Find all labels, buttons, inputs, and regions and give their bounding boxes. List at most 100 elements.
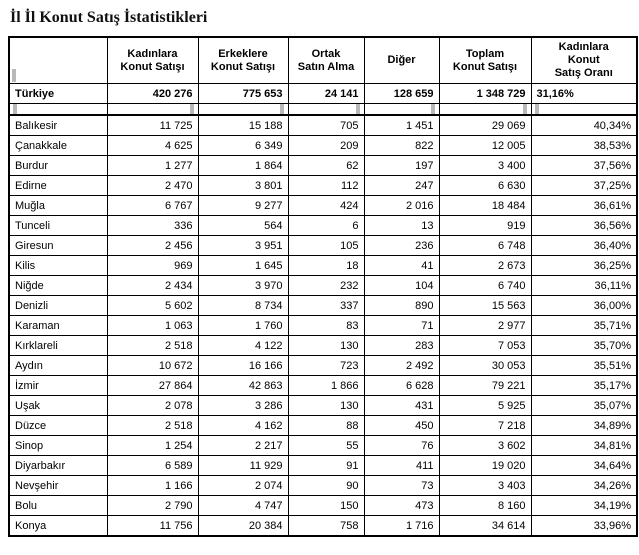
sales-to-men-cell: 1 645 <box>197 255 289 276</box>
other-cell: 283 <box>363 335 440 356</box>
separator-cell <box>530 103 638 116</box>
joint-purchase-cell: 232 <box>287 275 365 296</box>
province-row: Kilis 969 1 645 18 41 2 673 36,25% <box>8 255 638 276</box>
women-sales-ratio-cell: 33,96% <box>530 515 638 537</box>
province-name-cell: Kırklareli <box>8 335 108 356</box>
page-title: İl İl Konut Satış İstatistikleri <box>10 9 208 26</box>
other-cell: 890 <box>363 295 440 316</box>
joint-purchase-cell: 112 <box>287 175 365 196</box>
totals-name-cell: Türkiye <box>8 83 108 104</box>
header-women-sales-ratio: Kadınlara Konut Satış Oranı <box>530 36 638 84</box>
other-cell: 431 <box>363 395 440 416</box>
joint-purchase-cell: 105 <box>287 235 365 256</box>
province-row: Kırklareli 2 518 4 122 130 283 7 053 35,… <box>8 335 638 356</box>
joint-purchase-cell: 130 <box>287 335 365 356</box>
province-name-cell: Bolu <box>8 495 108 516</box>
sales-to-men-cell: 16 166 <box>197 355 289 376</box>
sales-to-women-cell: 336 <box>106 215 199 236</box>
total-sales-cell: 2 673 <box>438 255 532 276</box>
joint-purchase-cell: 150 <box>287 495 365 516</box>
province-name-cell: Çanakkale <box>8 135 108 156</box>
joint-purchase-cell: 88 <box>287 415 365 436</box>
sales-to-men-cell: 2 074 <box>197 475 289 496</box>
sales-to-women-cell: 4 625 <box>106 135 199 156</box>
totals-women-cell: 420 276 <box>106 83 199 104</box>
totals-other-cell: 128 659 <box>363 83 440 104</box>
province-name-cell: Konya <box>8 515 108 537</box>
other-cell: 236 <box>363 235 440 256</box>
other-cell: 71 <box>363 315 440 336</box>
joint-purchase-cell: 6 <box>287 215 365 236</box>
province-row: Balıkesir 11 725 15 188 705 1 451 29 069… <box>8 114 638 136</box>
other-cell: 2 016 <box>363 195 440 216</box>
sales-to-women-cell: 1 166 <box>106 475 199 496</box>
joint-purchase-cell: 723 <box>287 355 365 376</box>
sales-to-men-cell: 3 951 <box>197 235 289 256</box>
header-province <box>8 36 108 84</box>
total-sales-cell: 19 020 <box>438 455 532 476</box>
sales-to-women-cell: 2 518 <box>106 335 199 356</box>
other-cell: 450 <box>363 415 440 436</box>
sales-to-men-cell: 9 277 <box>197 195 289 216</box>
province-name-cell: Burdur <box>8 155 108 176</box>
other-cell: 1 451 <box>363 114 440 136</box>
sales-to-men-cell: 3 286 <box>197 395 289 416</box>
women-sales-ratio-cell: 37,25% <box>530 175 638 196</box>
total-sales-cell: 3 602 <box>438 435 532 456</box>
clipped-text-mark <box>534 104 539 114</box>
totals-row-turkiye: Türkiye 420 276 775 653 24 141 128 659 1… <box>8 83 638 104</box>
province-name-cell: Karaman <box>8 315 108 336</box>
women-sales-ratio-cell: 34,64% <box>530 455 638 476</box>
sales-to-men-cell: 2 217 <box>197 435 289 456</box>
clipped-text-mark <box>522 104 527 114</box>
sales-to-women-cell: 27 864 <box>106 375 199 396</box>
other-cell: 473 <box>363 495 440 516</box>
sales-to-men-cell: 11 929 <box>197 455 289 476</box>
province-row: Çanakkale 4 625 6 349 209 822 12 005 38,… <box>8 135 638 156</box>
sales-to-women-cell: 2 434 <box>106 275 199 296</box>
province-row: Giresun 2 456 3 951 105 236 6 748 36,40% <box>8 235 638 256</box>
women-sales-ratio-cell: 35,07% <box>530 395 638 416</box>
women-sales-ratio-cell: 34,26% <box>530 475 638 496</box>
sales-to-women-cell: 2 078 <box>106 395 199 416</box>
joint-purchase-cell: 1 866 <box>287 375 365 396</box>
other-cell: 104 <box>363 275 440 296</box>
sales-to-men-cell: 20 384 <box>197 515 289 537</box>
total-sales-cell: 18 484 <box>438 195 532 216</box>
separator-cell <box>363 103 440 116</box>
total-sales-cell: 2 977 <box>438 315 532 336</box>
header-sales-to-women: Kadınlara Konut Satışı <box>106 36 199 84</box>
other-cell: 411 <box>363 455 440 476</box>
province-row: Aydın 10 672 16 166 723 2 492 30 053 35,… <box>8 355 638 376</box>
province-name-cell: Tunceli <box>8 215 108 236</box>
separator-cell <box>197 103 289 116</box>
women-sales-ratio-cell: 35,51% <box>530 355 638 376</box>
separator-cell <box>8 103 108 116</box>
province-name-cell: Niğde <box>8 275 108 296</box>
total-sales-cell: 12 005 <box>438 135 532 156</box>
province-row: Düzce 2 518 4 162 88 450 7 218 34,89% <box>8 415 638 436</box>
total-sales-cell: 30 053 <box>438 355 532 376</box>
total-sales-cell: 5 925 <box>438 395 532 416</box>
sales-to-men-cell: 8 734 <box>197 295 289 316</box>
province-row: Uşak 2 078 3 286 130 431 5 925 35,07% <box>8 395 638 416</box>
province-name-cell: Balıkesir <box>8 114 108 136</box>
women-sales-ratio-cell: 34,81% <box>530 435 638 456</box>
clipped-text-mark <box>430 104 435 114</box>
sales-to-women-cell: 2 518 <box>106 415 199 436</box>
clipped-text-mark <box>13 104 17 114</box>
women-sales-ratio-cell: 34,89% <box>530 415 638 436</box>
sales-to-women-cell: 6 767 <box>106 195 199 216</box>
sales-to-men-cell: 4 162 <box>197 415 289 436</box>
province-name-cell: Düzce <box>8 415 108 436</box>
clipped-text-mark <box>189 104 194 114</box>
total-sales-cell: 7 053 <box>438 335 532 356</box>
province-name-cell: Nevşehir <box>8 475 108 496</box>
total-sales-cell: 7 218 <box>438 415 532 436</box>
joint-purchase-cell: 83 <box>287 315 365 336</box>
province-row: Konya 11 756 20 384 758 1 716 34 614 33,… <box>8 515 638 537</box>
total-sales-cell: 29 069 <box>438 114 532 136</box>
sales-to-men-cell: 3 970 <box>197 275 289 296</box>
province-name-cell: Sinop <box>8 435 108 456</box>
header-total-sales: Toplam Konut Satışı <box>438 36 532 84</box>
